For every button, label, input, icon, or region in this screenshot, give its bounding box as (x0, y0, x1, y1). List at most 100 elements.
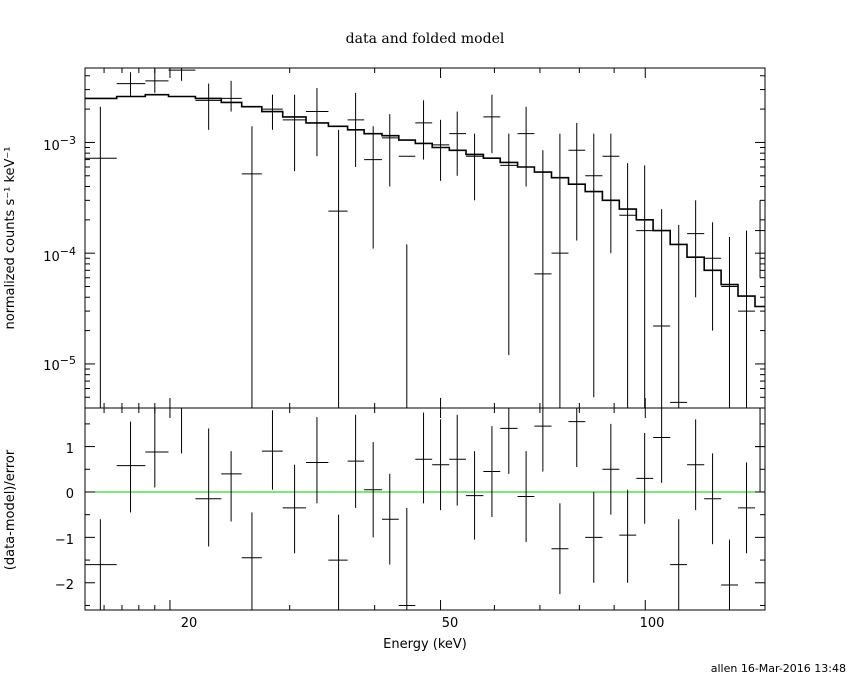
chart-title: data and folded model (346, 31, 505, 47)
data-points (85, 68, 765, 408)
residual-point (466, 451, 484, 540)
residual-point (670, 519, 688, 610)
residual-point (568, 408, 586, 468)
data-point (398, 155, 416, 408)
model-step-line (85, 93, 765, 308)
ytick-label-neg1: −1 (55, 533, 74, 548)
residual-point (738, 462, 755, 554)
residual-point (364, 442, 382, 538)
svg-text:10−5: 10−5 (43, 354, 76, 374)
data-point (636, 165, 654, 408)
data-point (449, 111, 467, 176)
residual-point (116, 421, 146, 513)
residual-point (585, 491, 603, 583)
data-point (738, 230, 755, 408)
residual-point (687, 419, 705, 511)
residual-point (449, 414, 467, 506)
data-point (221, 80, 242, 112)
top-plot-frame (84, 67, 766, 409)
residual-point (328, 514, 348, 610)
data-point (195, 83, 222, 130)
timestamp-stamp: allen 16-Mar-2016 13:48 (711, 662, 846, 675)
residual-point (415, 412, 433, 504)
bottom-axis-ticks (85, 408, 765, 610)
residual-point (168, 407, 196, 454)
top-axis-ticks (85, 68, 765, 409)
data-point (500, 133, 518, 356)
residual-point (145, 408, 169, 488)
residual-point (619, 489, 637, 583)
ytick-label-1: 1 (66, 442, 74, 457)
residual-point (241, 512, 262, 610)
svg-text:10−4: 10−4 (43, 245, 76, 265)
data-point (585, 133, 603, 398)
data-point (687, 200, 705, 298)
bottom-plot-frame (84, 407, 766, 611)
xtick-label-20: 20 (181, 616, 198, 631)
residual-points (85, 407, 765, 610)
data-point (85, 106, 117, 408)
ytick-label-1e-5: 10−5 (43, 354, 76, 374)
data-point (466, 133, 484, 201)
data-point (602, 133, 620, 254)
data-point (704, 222, 722, 331)
residual-point (483, 426, 501, 517)
residual-point (653, 408, 671, 483)
ytick-label-1e-4: 10−4 (43, 245, 76, 265)
ytick-base: 10 (43, 250, 60, 265)
residual-point (534, 408, 552, 472)
residual-point (195, 428, 222, 547)
residual-point (347, 414, 365, 508)
data-point (619, 163, 637, 408)
residual-panel: 1 0 −1 −2 (data-model)/error 20 50 100 E… (3, 407, 766, 652)
xtick-label-50: 50 (442, 616, 459, 631)
data-point (517, 106, 535, 187)
residual-point (551, 503, 569, 595)
data-point (432, 119, 450, 181)
data-point (261, 94, 283, 130)
ytick-label-neg2: −2 (55, 578, 74, 593)
data-point (282, 94, 306, 172)
residual-point (305, 417, 329, 504)
residual-point (85, 519, 117, 610)
residual-point (398, 507, 416, 610)
data-point (721, 236, 739, 408)
data-point (116, 72, 146, 97)
residual-point (721, 539, 739, 610)
residual-point (261, 410, 283, 490)
y-axis-label-bottom: (data-model)/error (3, 449, 18, 570)
data-point (670, 224, 688, 408)
ytick-label-0: 0 (66, 487, 74, 502)
ytick-exp: −3 (60, 134, 76, 147)
x-axis-label: Energy (keV) (383, 637, 467, 652)
data-point (168, 68, 196, 81)
data-point (551, 133, 569, 408)
residual-point (381, 473, 399, 565)
ytick-base: 10 (43, 359, 60, 374)
residual-point (602, 423, 620, 515)
data-point (754, 200, 765, 278)
residual-point (636, 432, 654, 524)
folded-model-step (85, 93, 765, 308)
data-point (347, 92, 365, 168)
ytick-exp: −5 (60, 354, 76, 367)
residual-point (754, 408, 765, 492)
ytick-exp: −4 (60, 245, 76, 258)
residual-point (704, 453, 722, 545)
data-point (145, 69, 169, 93)
data-point (381, 114, 399, 187)
y-axis-label-top: normalized counts s⁻¹ keV⁻¹ (3, 147, 18, 330)
xtick-label-100: 100 (640, 616, 665, 631)
residual-point (282, 464, 306, 554)
data-point (364, 126, 382, 249)
svg-text:10−3: 10−3 (43, 134, 76, 154)
ytick-base: 10 (43, 139, 60, 154)
residual-point (432, 419, 450, 511)
data-model-panel: 10−3 10−4 10−5 normalized counts s⁻¹ keV… (3, 67, 766, 409)
data-point (415, 100, 433, 160)
data-point (241, 126, 262, 408)
data-point (534, 150, 552, 408)
residual-point (221, 451, 242, 522)
residual-point (500, 408, 518, 474)
